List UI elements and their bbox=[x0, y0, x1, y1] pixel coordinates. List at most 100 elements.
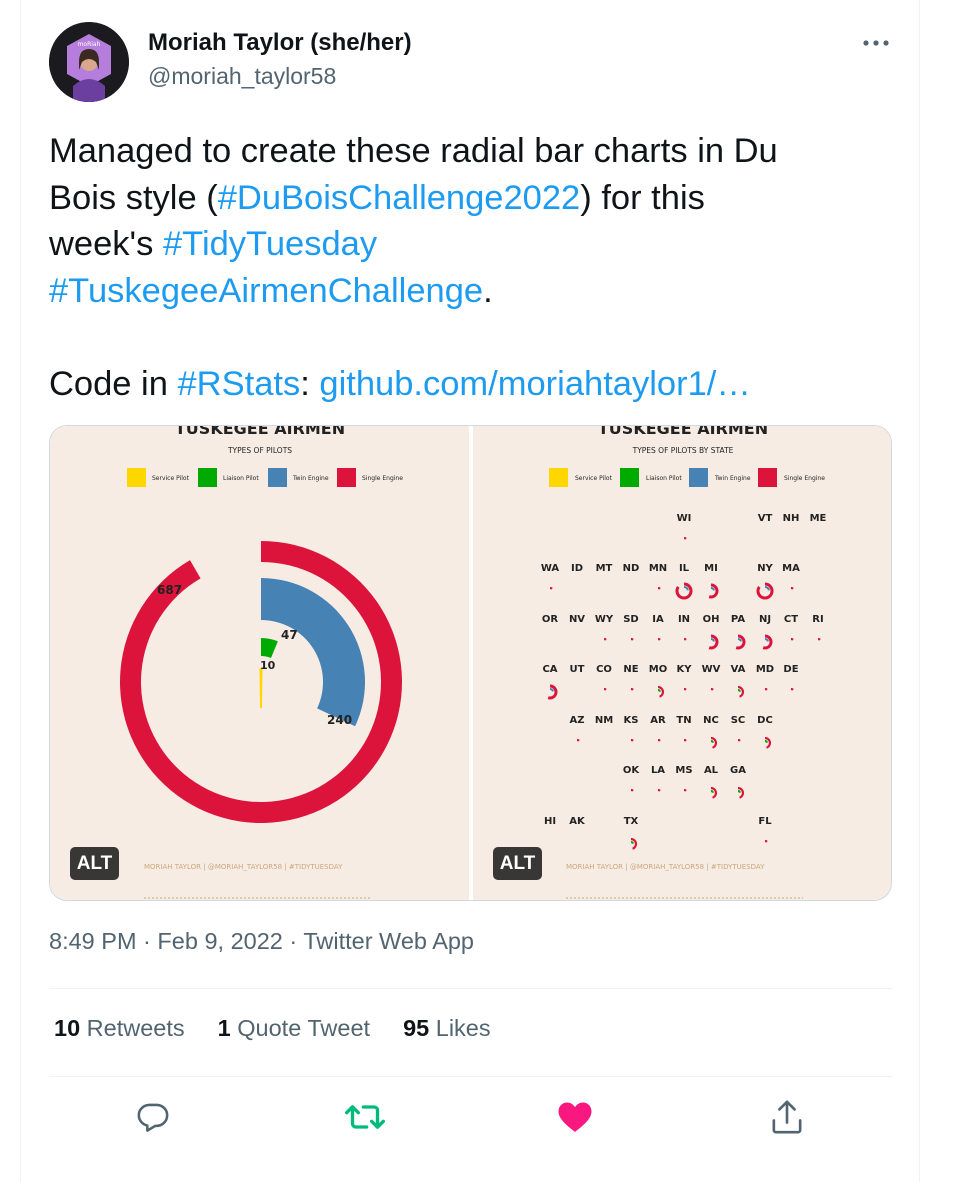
legend-label-single: Single Engine bbox=[784, 475, 825, 482]
tweet-actions bbox=[49, 1092, 892, 1142]
tweet-line-2: Bois style (#DuBoisChallenge2022) for th… bbox=[49, 175, 869, 222]
meta-separator: · bbox=[136, 928, 158, 954]
reply-button[interactable] bbox=[128, 1092, 178, 1142]
state-label-ri: RI bbox=[812, 614, 823, 625]
hashtag-tuskegeeairmen[interactable]: #TuskegeeAirmenChallenge bbox=[49, 271, 484, 310]
tweet-line-1: Managed to create these radial bar chart… bbox=[49, 132, 778, 170]
retweet-button[interactable] bbox=[340, 1092, 390, 1142]
state-label-ct: CT bbox=[784, 614, 798, 625]
state-glyph-ne bbox=[630, 687, 634, 691]
state-grid: WI VT NH ME WA ID MT ND MN IL MI NY MA OR NV WY SD IA IN OH… bbox=[541, 513, 827, 850]
tweet-time[interactable]: 8:49 PM bbox=[49, 928, 137, 954]
state-glyph-al bbox=[710, 786, 718, 799]
state-label-mo: MO bbox=[649, 664, 667, 675]
state-glyph-ok bbox=[630, 788, 634, 792]
legend-swatch-liaison bbox=[198, 468, 217, 487]
state-label-ms: MS bbox=[675, 765, 692, 776]
state-glyph-inner-il bbox=[683, 586, 689, 591]
svg-text:moRiah: moRiah bbox=[78, 41, 101, 48]
state-glyph-mn bbox=[657, 586, 661, 590]
chart-legend: Service Pilot Liaison Pilot Twin Engine … bbox=[127, 468, 403, 487]
legend-label-single: Single Engine bbox=[362, 475, 403, 482]
state-glyph-mo bbox=[657, 685, 665, 698]
state-glyph-pa bbox=[735, 634, 746, 650]
retweets-label: Retweets bbox=[86, 1015, 185, 1041]
chart-subtitle: TYPES OF PILOTS bbox=[227, 446, 292, 455]
share-button[interactable] bbox=[762, 1092, 812, 1142]
quote-tweets-stat[interactable]: 1 Quote Tweet bbox=[218, 1015, 370, 1042]
value-label-twin: 240 bbox=[327, 713, 352, 727]
likes-stat[interactable]: 95 Likes bbox=[403, 1015, 491, 1042]
like-button[interactable] bbox=[550, 1092, 600, 1142]
state-glyph-inner-oh bbox=[710, 638, 715, 642]
meta-separator: · bbox=[282, 928, 304, 954]
retweets-stat[interactable]: 10 Retweets bbox=[54, 1015, 185, 1042]
state-glyph-nj bbox=[762, 634, 773, 650]
tweet-text-fragment: ) for this bbox=[580, 178, 705, 217]
more-options-icon[interactable] bbox=[860, 28, 892, 58]
media-grid: TUSKEGEE AIRMEN TYPES OF PILOTS Service … bbox=[49, 425, 892, 901]
legend-swatch-liaison bbox=[620, 468, 639, 487]
value-label-liaison: 47 bbox=[281, 628, 298, 642]
legend-label-service: Service Pilot bbox=[152, 475, 190, 482]
state-glyph-ri bbox=[817, 637, 821, 641]
state-label-ky: KY bbox=[677, 664, 693, 675]
state-label-ca: CA bbox=[542, 664, 557, 675]
state-glyph-inner-ny bbox=[764, 586, 770, 591]
state-glyph-inner-pa bbox=[737, 638, 742, 642]
github-link[interactable]: github.com/moriahtaylor1/… bbox=[319, 364, 751, 403]
legend-label-twin: Twin Engine bbox=[292, 475, 329, 482]
state-glyph-az bbox=[576, 738, 580, 742]
tweet-line-4: #TuskegeeAirmenChallenge. bbox=[49, 268, 869, 315]
heart-icon bbox=[558, 1102, 592, 1132]
media-image-left[interactable]: TUSKEGEE AIRMEN TYPES OF PILOTS Service … bbox=[50, 426, 469, 900]
tweet-line-code: Code in #RStats: github.com/moriahtaylor… bbox=[49, 361, 869, 408]
state-label-ar: AR bbox=[650, 715, 666, 726]
tweet-date[interactable]: Feb 9, 2022 bbox=[157, 928, 283, 954]
hashtag-duboischallenge[interactable]: #DuBoisChallenge2022 bbox=[217, 178, 581, 217]
state-label-va: VA bbox=[731, 664, 746, 675]
divider bbox=[49, 1076, 892, 1077]
state-label-al: AL bbox=[704, 765, 719, 776]
chart-title: TUSKEGEE AIRMEN bbox=[175, 426, 345, 438]
value-label-single: 687 bbox=[157, 583, 182, 597]
state-glyph-oh bbox=[708, 634, 719, 650]
author-name[interactable]: Moriah Taylor (she/her) bbox=[148, 29, 412, 56]
state-glyph-wa bbox=[549, 586, 553, 590]
state-label-hi: HI bbox=[544, 816, 556, 827]
state-glyph-inner-va bbox=[737, 689, 741, 692]
legend-swatch-service bbox=[127, 468, 146, 487]
state-glyph-inner-ca bbox=[549, 688, 554, 692]
state-label-nv: NV bbox=[569, 614, 585, 625]
state-glyph-il bbox=[675, 582, 693, 600]
tweet-text-fragment: Bois style ( bbox=[49, 178, 218, 217]
state-label-wi: WI bbox=[677, 513, 692, 524]
state-label-nm: NM bbox=[595, 715, 613, 726]
state-label-sc: SC bbox=[731, 715, 746, 726]
state-glyph-ma bbox=[790, 586, 794, 590]
alt-badge[interactable]: ALT bbox=[493, 847, 542, 880]
legend-label-service: Service Pilot bbox=[575, 475, 613, 482]
media-image-right[interactable]: TUSKEGEE AIRMEN TYPES OF PILOTS BY STATE… bbox=[473, 426, 891, 900]
avatar-image: moRiah bbox=[49, 22, 129, 102]
state-glyph-nc bbox=[710, 736, 718, 749]
state-glyph-ga bbox=[737, 786, 745, 799]
state-glyph-ks bbox=[630, 738, 634, 742]
author-handle[interactable]: @moriah_taylor58 bbox=[148, 63, 337, 89]
alt-badge[interactable]: ALT bbox=[70, 847, 119, 880]
tweet-source: Twitter Web App bbox=[303, 928, 475, 954]
tweet-blank-line bbox=[49, 314, 869, 361]
avatar[interactable]: moRiah bbox=[49, 22, 129, 102]
state-label-ak: AK bbox=[569, 816, 586, 827]
grid-legend: Service Pilot Liaison Pilot Twin Engine … bbox=[549, 468, 825, 487]
tweet-text: Managed to create these radial bar chart… bbox=[49, 128, 869, 407]
state-label-ga: GA bbox=[730, 765, 746, 776]
state-label-ny: NY bbox=[757, 563, 773, 574]
hashtag-tidytuesday[interactable]: #TidyTuesday bbox=[162, 225, 378, 263]
state-glyph-inner-mo bbox=[657, 689, 661, 692]
state-label-wa: WA bbox=[541, 563, 560, 574]
state-label-nj: NJ bbox=[759, 614, 771, 625]
state-glyph-inner-dc bbox=[764, 740, 768, 743]
hashtag-rstats[interactable]: #RStats bbox=[177, 364, 301, 403]
state-glyph-inner-ga bbox=[737, 790, 741, 793]
